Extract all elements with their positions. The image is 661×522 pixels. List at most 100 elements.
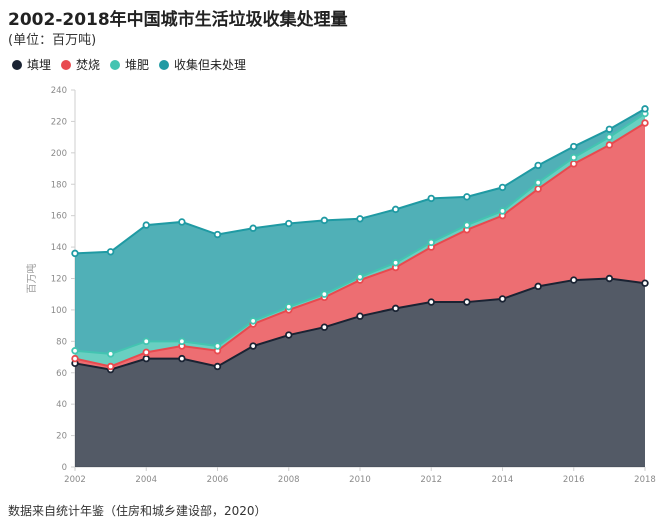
point-series-3 xyxy=(106,248,115,256)
x-tick-label: 2018 xyxy=(634,475,656,485)
stacked-area-chart: 0 20 40 60 80 100 120 140 160 180 200 220 240 2002 200… xyxy=(25,86,656,485)
y-tick-label: 100 xyxy=(51,306,67,316)
point-series-3 xyxy=(605,125,614,133)
point-series-2 xyxy=(356,273,364,281)
point-series-3 xyxy=(391,205,400,214)
y-tick-label: 40 xyxy=(56,400,67,410)
point-series-0 xyxy=(178,354,186,363)
y-tick-label: 60 xyxy=(56,369,67,379)
point-series-0 xyxy=(285,331,293,339)
point-series-3 xyxy=(641,105,649,113)
y-tick-label: 120 xyxy=(51,275,67,285)
point-series-3 xyxy=(71,249,79,258)
point-series-3 xyxy=(249,224,257,232)
point-series-2 xyxy=(570,153,578,162)
point-series-2 xyxy=(427,238,435,247)
legend: 填埋 焚烧 堆肥 收集但未处理 xyxy=(12,56,246,73)
x-tick-label: 2006 xyxy=(207,475,229,485)
point-series-0 xyxy=(534,282,542,291)
point-series-2 xyxy=(142,337,150,346)
point-series-3 xyxy=(285,219,293,228)
x-tick-label: 2016 xyxy=(563,475,585,485)
labels-layer: 0 20 40 60 80 100 120 140 160 180 200 220 240 2002 200… xyxy=(25,86,656,485)
legend-swatch-untreated-icon xyxy=(159,59,170,70)
y-tick-label: 140 xyxy=(51,243,67,253)
point-series-2 xyxy=(71,347,79,355)
point-series-3 xyxy=(178,218,186,226)
y-tick-label: 0 xyxy=(62,463,67,473)
legend-label-compost: 堆肥 xyxy=(125,58,150,72)
area-series-3 xyxy=(75,108,645,354)
point-series-2 xyxy=(391,259,400,267)
x-tick-label: 2010 xyxy=(349,475,371,485)
point-series-0 xyxy=(142,354,150,363)
point-series-0 xyxy=(320,323,329,331)
point-series-2 xyxy=(178,337,186,346)
point-series-1 xyxy=(142,348,150,357)
point-series-2 xyxy=(106,350,115,358)
point-series-2 xyxy=(534,178,542,187)
points-layer xyxy=(71,105,649,374)
y-tick-label: 80 xyxy=(56,337,67,347)
chart-title: 2002-2018年中国城市生活垃圾收集处理量 xyxy=(8,10,348,30)
point-series-0 xyxy=(641,279,649,287)
point-series-2 xyxy=(213,342,222,350)
point-series-0 xyxy=(605,274,614,283)
x-tick-label: 2002 xyxy=(64,475,86,485)
x-tick-label: 2012 xyxy=(420,475,442,485)
point-series-3 xyxy=(320,216,329,225)
point-series-0 xyxy=(391,304,400,313)
y-tick-label: 20 xyxy=(56,432,67,442)
point-series-3 xyxy=(570,142,578,151)
point-series-0 xyxy=(498,295,507,303)
area-series-0 xyxy=(75,278,645,467)
point-series-3 xyxy=(534,161,542,170)
x-tick-label: 2008 xyxy=(278,475,300,485)
area-series-1 xyxy=(75,122,645,370)
point-series-0 xyxy=(427,298,435,306)
point-series-3 xyxy=(356,215,364,223)
point-series-0 xyxy=(570,276,578,284)
y-tick-label: 200 xyxy=(51,149,67,159)
point-series-1 xyxy=(605,141,614,149)
legend-swatch-compost-icon xyxy=(110,59,121,70)
legend-item-incineration: 焚烧 xyxy=(61,56,100,73)
point-series-2 xyxy=(249,317,257,325)
point-series-2 xyxy=(285,303,293,311)
point-series-1 xyxy=(641,119,649,127)
y-tick-label: 160 xyxy=(51,212,67,222)
chart-area: 0 20 40 60 80 100 120 140 160 180 200 220 240 2002 200… xyxy=(0,78,661,493)
legend-swatch-incineration-icon xyxy=(61,59,72,70)
source-note: 数据来自统计年鉴（住房和城乡建设部，2020） xyxy=(8,504,267,518)
legend-item-compost: 堆肥 xyxy=(110,56,149,73)
point-series-3 xyxy=(427,194,435,203)
point-series-2 xyxy=(498,207,507,215)
y-tick-label: 180 xyxy=(51,180,67,190)
point-series-3 xyxy=(142,221,150,229)
point-series-1 xyxy=(71,354,79,363)
chart-subtitle: (单位：百万吨) xyxy=(8,33,97,48)
point-series-0 xyxy=(213,362,222,371)
legend-item-landfill: 填埋 xyxy=(12,56,51,73)
y-tick-label: 240 xyxy=(51,86,67,96)
legend-label-untreated: 收集但未处理 xyxy=(174,58,247,72)
legend-item-untreated: 收集但未处理 xyxy=(159,56,246,73)
x-tick-label: 2004 xyxy=(135,475,157,485)
legend-label-incineration: 焚烧 xyxy=(76,58,101,72)
legend-label-landfill: 填埋 xyxy=(27,58,52,72)
x-tick-label: 2014 xyxy=(492,475,514,485)
point-series-3 xyxy=(498,183,507,192)
point-series-1 xyxy=(570,160,578,168)
y-axis-title: 百万吨 xyxy=(25,264,38,294)
point-series-3 xyxy=(213,230,222,239)
y-tick-label: 220 xyxy=(51,117,67,127)
point-series-0 xyxy=(249,342,257,350)
point-series-0 xyxy=(463,298,471,306)
legend-swatch-landfill-icon xyxy=(12,59,22,70)
areas-layer xyxy=(75,108,645,467)
point-series-2 xyxy=(463,221,471,229)
point-series-2 xyxy=(320,290,329,298)
point-series-1 xyxy=(106,362,115,371)
point-series-2 xyxy=(605,133,614,141)
point-series-3 xyxy=(463,193,471,201)
